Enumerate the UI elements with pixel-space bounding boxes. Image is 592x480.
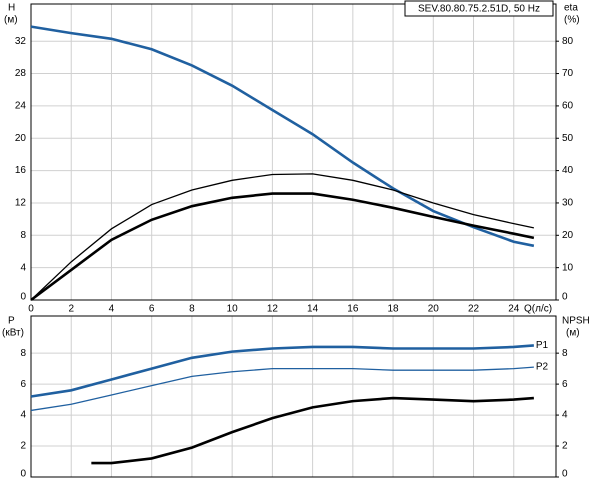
curve (91, 396, 534, 465)
y-tick-label: 4 (20, 410, 26, 421)
y-tick-label: 16 (15, 165, 27, 176)
y2-tick-label: 50 (562, 133, 574, 144)
x-tick-label: 2 (68, 304, 74, 315)
y-tick-label: 28 (15, 68, 27, 79)
x-tick-label: 12 (267, 304, 279, 315)
x-tick-label: 14 (307, 304, 319, 315)
y2-tick-label: 6 (562, 379, 568, 390)
y2-tick-label: 0 (562, 292, 568, 303)
curve (30, 192, 535, 302)
x-tick-label: 18 (388, 304, 400, 315)
y2-tick-label: 80 (562, 36, 574, 47)
y-label: H (8, 3, 15, 14)
y-tick-label: 0 (20, 469, 26, 480)
y-tick-label: 2 (20, 441, 26, 452)
y2-tick-label: 20 (562, 230, 574, 241)
x-tick-label: 6 (149, 304, 155, 315)
curve (30, 25, 535, 248)
y2-label: (м) (566, 328, 580, 339)
y2-label: eta (564, 3, 578, 14)
chart-title: SEV.80.80.75.2.51D, 50 Hz (418, 4, 540, 15)
y-tick-label: 20 (15, 133, 27, 144)
x-tick-label: 24 (508, 304, 520, 315)
y2-tick-label: 8 (562, 348, 568, 359)
y-tick-label: 8 (20, 230, 26, 241)
y2-tick-label: 4 (562, 410, 568, 421)
plot-frame (30, 315, 557, 478)
y-tick-label: 8 (20, 348, 26, 359)
title-box (404, 0, 554, 17)
y-label: (кВт) (2, 328, 24, 339)
y2-tick-label: 0 (562, 469, 568, 480)
x-label: Q(л/с) (524, 304, 552, 315)
y2-tick-label: 2 (562, 441, 568, 452)
y2-tick-label: 10 (562, 262, 574, 273)
legend-label: P1 (536, 340, 549, 351)
y-tick-label: 12 (15, 198, 27, 209)
x-tick-label: 16 (347, 304, 359, 315)
y2-tick-label: 30 (562, 198, 574, 209)
y-label: P (8, 316, 15, 327)
y-tick-label: 32 (15, 36, 27, 47)
curve (30, 366, 534, 412)
y2-tick-label: 40 (562, 165, 574, 176)
y2-tick-label: 60 (562, 101, 574, 112)
y-tick-label: 0 (20, 292, 26, 303)
y-tick-label: 6 (20, 379, 26, 390)
curve (30, 173, 535, 301)
x-tick-label: 4 (109, 304, 115, 315)
y-label: (м) (4, 15, 18, 26)
y2-label: (%) (564, 15, 580, 26)
x-tick-label: 10 (227, 304, 239, 315)
y2-tick-label: 70 (562, 68, 574, 79)
x-tick-label: 22 (468, 304, 480, 315)
y-tick-label: 4 (20, 262, 26, 273)
legend-label: P2 (536, 362, 549, 373)
y2-label: NPSH (562, 316, 590, 327)
y-tick-label: 24 (15, 101, 27, 112)
curve (30, 344, 534, 398)
x-tick-label: 20 (428, 304, 440, 315)
x-tick-label: 0 (28, 304, 34, 315)
plot-frame (30, 3, 557, 301)
x-tick-label: 8 (189, 304, 195, 315)
